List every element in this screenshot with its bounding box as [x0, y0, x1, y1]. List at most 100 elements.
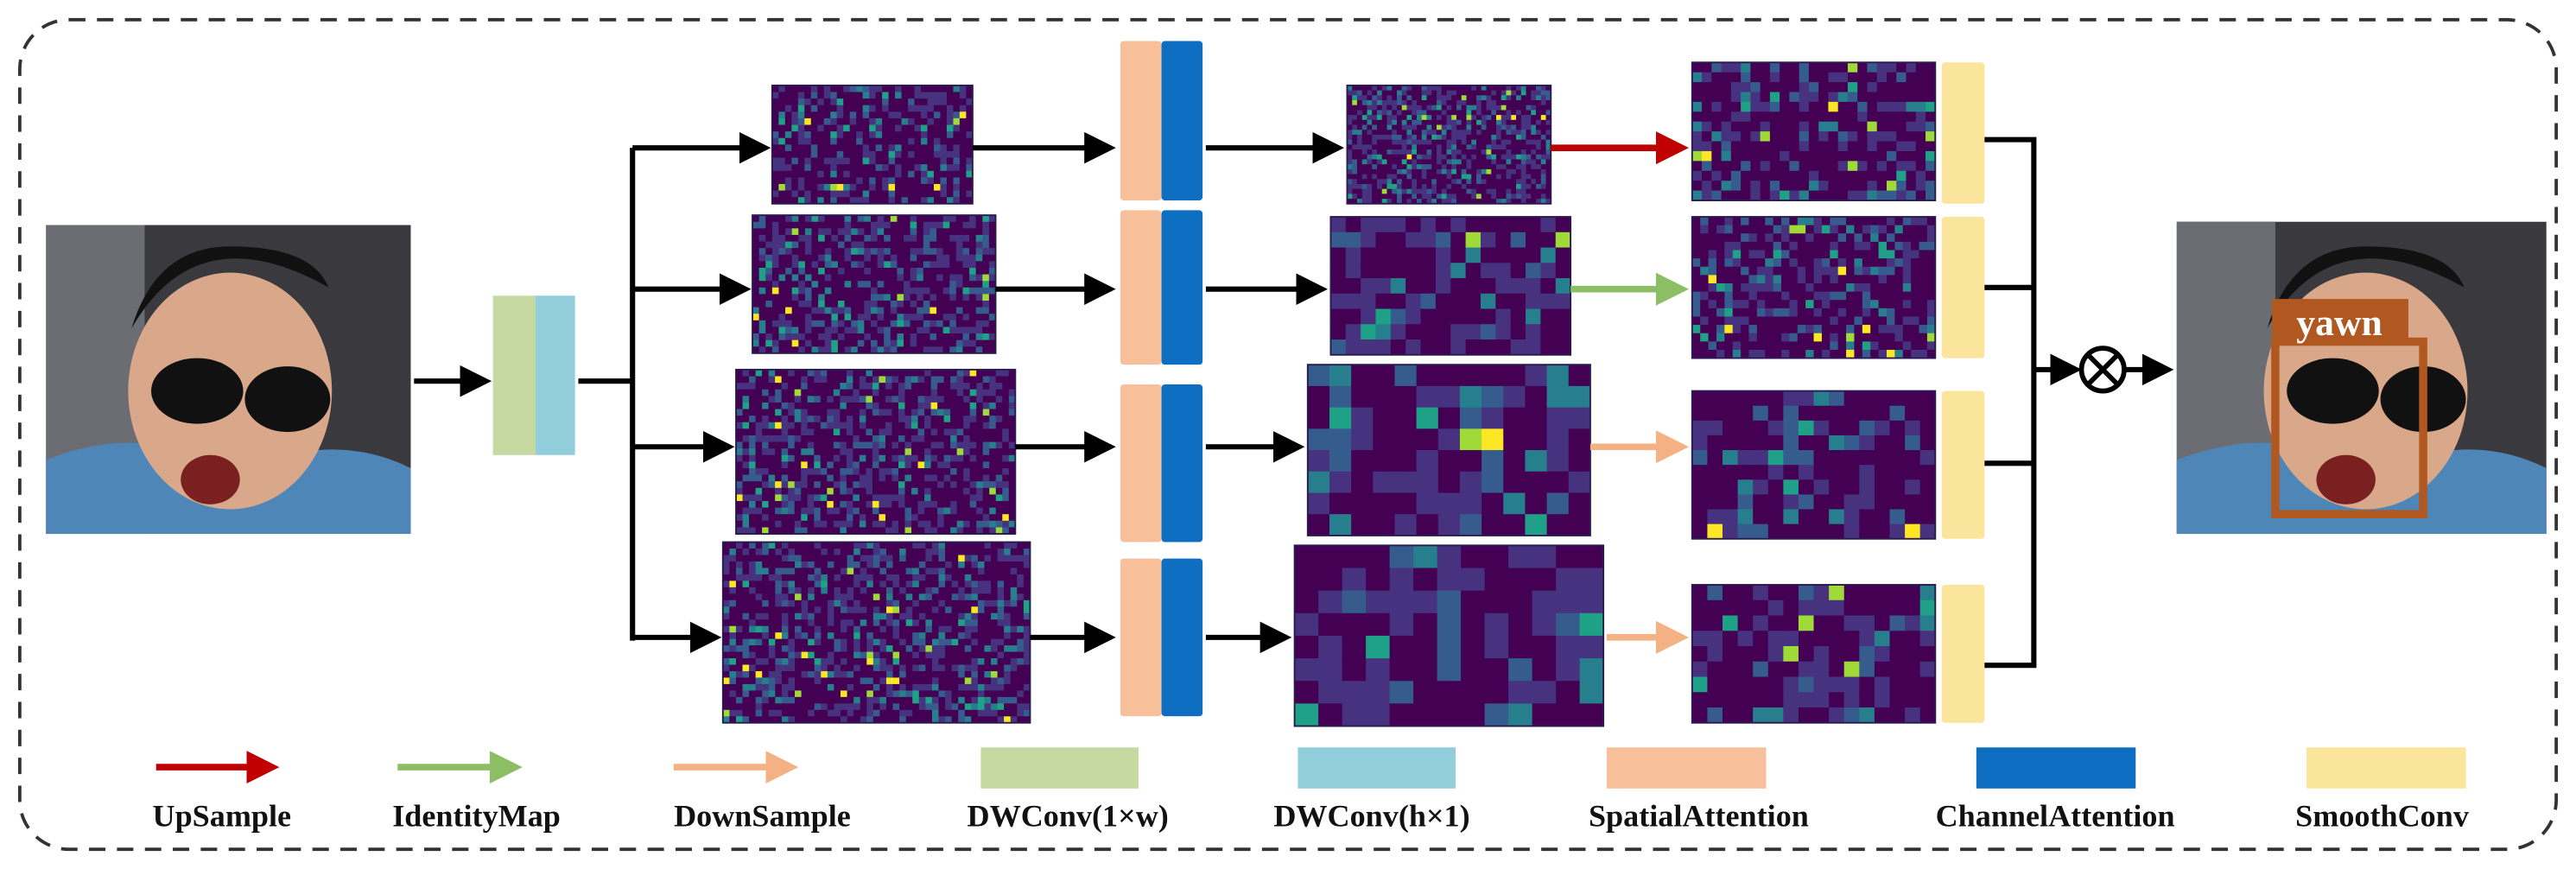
feature-cell	[1496, 134, 1502, 141]
feature-cell	[988, 346, 997, 354]
feature-cell	[859, 487, 866, 495]
feature-cell	[982, 467, 990, 476]
feature-cell	[778, 170, 786, 178]
feature-cell	[924, 396, 932, 403]
feature-cell	[1466, 174, 1472, 180]
feature-cell	[989, 389, 997, 396]
feature-cell	[749, 716, 757, 724]
feature-cell	[1536, 144, 1542, 150]
feature-cell	[755, 409, 763, 416]
feature-cell	[778, 190, 786, 198]
feature-cell	[781, 409, 789, 416]
feature-cell	[877, 248, 885, 256]
feature-cell	[1886, 275, 1895, 284]
feature-cell	[1461, 164, 1468, 170]
feature-cell	[1902, 233, 1912, 243]
feature-cell	[1002, 409, 1010, 416]
feature-cell	[862, 124, 870, 132]
feature-cell	[1700, 266, 1710, 276]
feature-cell	[1002, 527, 1010, 535]
feature-cell	[1545, 100, 1551, 106]
feature-cell	[1352, 193, 1358, 200]
feature-cell	[930, 287, 937, 295]
feature-cell	[755, 461, 763, 469]
feature-cell	[1707, 494, 1723, 511]
feature-cell	[722, 645, 730, 653]
feature-cell	[1516, 100, 1522, 106]
feature-cell	[794, 461, 802, 469]
feature-cell	[869, 190, 877, 198]
feature-cell	[895, 197, 903, 205]
feature-cell	[976, 415, 984, 423]
feature-cell	[1769, 190, 1780, 201]
feature-cell	[827, 396, 834, 403]
feature-cell	[891, 428, 899, 436]
feature-cell	[1396, 124, 1403, 130]
spatial-attention-block	[1120, 210, 1162, 365]
feature-cell	[818, 274, 826, 282]
feature-cell	[1461, 159, 1468, 165]
feature-cell	[1906, 161, 1917, 172]
feature-cell	[1829, 405, 1845, 422]
feature-cell	[778, 111, 786, 119]
feature-cell	[950, 507, 958, 515]
feature-cell	[778, 346, 786, 354]
feature-cell	[752, 228, 760, 236]
feature-cell	[1496, 193, 1502, 200]
feature-cell	[804, 294, 813, 301]
feature-cell	[1345, 324, 1361, 340]
feature-cell	[866, 383, 873, 390]
feature-cell	[1805, 225, 1815, 234]
feature-cell	[752, 333, 760, 341]
feature-cell	[1867, 111, 1878, 123]
feature-cell	[778, 215, 786, 223]
feature-cell	[844, 314, 852, 321]
feature-cell	[788, 474, 796, 482]
feature-cell	[742, 501, 750, 509]
feature-cell	[901, 157, 909, 165]
feature-cell	[982, 454, 990, 462]
feature-cell	[801, 520, 809, 529]
feature-cell	[1915, 92, 1926, 103]
feature-cell	[937, 396, 945, 403]
feature-cell	[1691, 341, 1701, 351]
feature-cell	[827, 501, 834, 509]
feature-cell	[976, 402, 984, 410]
feature-cell	[749, 434, 757, 443]
feature-cell	[1416, 149, 1423, 155]
feature-map	[735, 368, 1017, 536]
feature-cell	[804, 254, 813, 262]
feature-cell	[1906, 92, 1917, 103]
feature-cell	[962, 221, 970, 229]
feature-cell	[762, 501, 770, 509]
feature-cell	[936, 294, 944, 301]
feature-cell	[814, 461, 822, 469]
feature-cell	[1002, 422, 1010, 429]
feature-cell	[1386, 188, 1393, 194]
feature-cell	[749, 441, 757, 449]
feature-cell	[1568, 407, 1591, 429]
feature-cell	[1516, 134, 1522, 141]
feature-cell	[755, 696, 763, 704]
feature-cell	[864, 314, 872, 321]
feature-cell	[1765, 258, 1774, 268]
feature-cell	[869, 170, 877, 178]
feature-cell	[1361, 174, 1368, 180]
feature-cell	[1520, 105, 1527, 111]
feature-cell	[1700, 241, 1710, 251]
feature-cell	[976, 448, 984, 456]
feature-cell	[1465, 324, 1482, 340]
feature-cell	[1526, 293, 1541, 310]
feature-cell	[953, 183, 961, 192]
feature-cell	[1691, 225, 1701, 234]
feature-cell	[921, 98, 929, 106]
feature-cell	[1501, 188, 1507, 194]
feature-cell	[775, 454, 783, 462]
feature-cell	[1431, 164, 1437, 170]
feature-cell	[1495, 263, 1512, 279]
feature-cell	[814, 402, 822, 410]
feature-cell	[930, 307, 937, 314]
feature-cell	[749, 709, 757, 717]
feature-cell	[1516, 144, 1522, 150]
feature-cell	[807, 415, 815, 423]
